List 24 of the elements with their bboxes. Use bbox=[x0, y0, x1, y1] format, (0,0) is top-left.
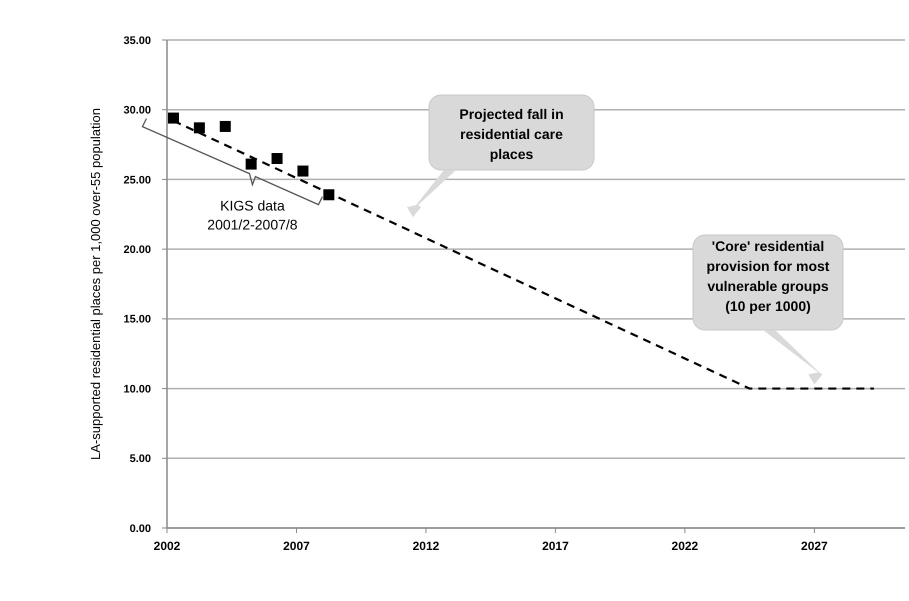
y-tick-label: 35.00 bbox=[123, 34, 151, 47]
point bbox=[220, 120, 231, 132]
y-tick-label: 20.00 bbox=[123, 244, 151, 256]
point bbox=[246, 158, 257, 170]
x-tick-label: 2017 bbox=[542, 539, 570, 553]
y-tick-label: 30.00 bbox=[123, 104, 151, 117]
point bbox=[168, 112, 179, 124]
x-tick-label: 2022 bbox=[672, 539, 699, 553]
x-tick-label: 2002 bbox=[154, 539, 181, 553]
y-tick-label: 10.00 bbox=[123, 383, 151, 396]
x-tick-label: 2012 bbox=[412, 539, 440, 553]
point bbox=[297, 166, 308, 177]
y-tick-label: 0.00 bbox=[130, 522, 151, 535]
annotation: Projected fall in residential care places bbox=[459, 106, 564, 162]
y-tick-label: 15.00 bbox=[123, 314, 151, 326]
x-tick-label: 2027 bbox=[801, 539, 828, 553]
x-tick-label: 2007 bbox=[283, 539, 310, 553]
annotation: 'Core' residential provision for most vulnerable groups (10 per 1000) bbox=[706, 238, 830, 314]
y-axis-title: LA-supported residential places per 1,000 over-55 population bbox=[88, 108, 103, 460]
y-tick-label: 5.00 bbox=[130, 453, 151, 466]
point bbox=[272, 153, 283, 164]
y-tick-label: 25.00 bbox=[123, 174, 151, 186]
point bbox=[194, 122, 205, 134]
annotation: KIGS data 2001/2-2007/8 bbox=[207, 198, 298, 233]
